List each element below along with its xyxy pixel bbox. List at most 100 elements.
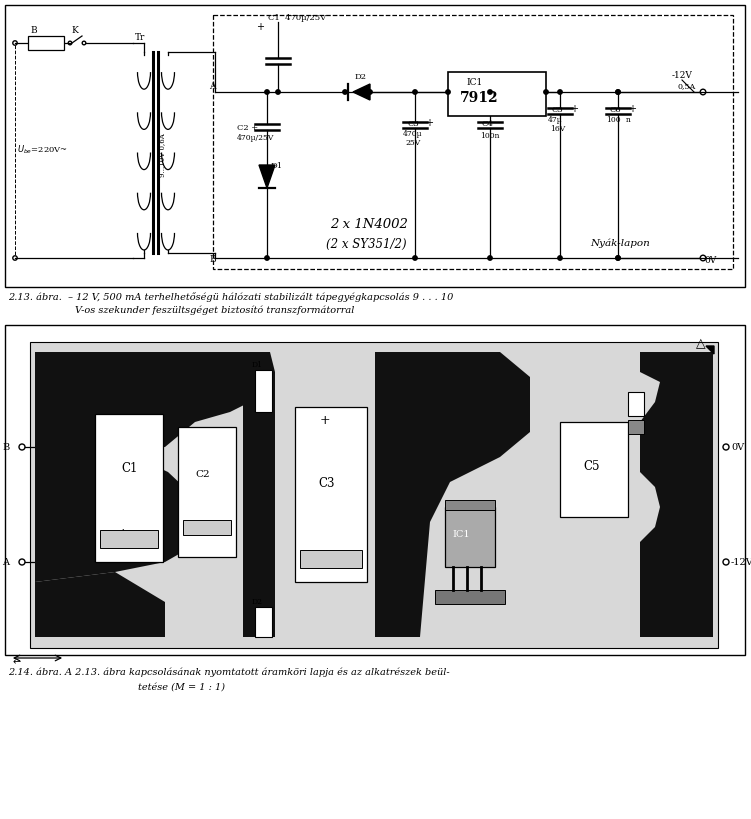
Text: 47µ: 47µ <box>548 116 562 124</box>
Circle shape <box>265 256 269 260</box>
Text: $U_{be}$=220V~: $U_{be}$=220V~ <box>17 144 68 156</box>
Text: -12V: -12V <box>731 558 751 567</box>
Bar <box>95 414 163 562</box>
Circle shape <box>265 90 269 94</box>
Polygon shape <box>35 450 200 582</box>
Polygon shape <box>375 352 530 637</box>
Text: C1: C1 <box>121 462 137 475</box>
Text: 2 x 1N4002: 2 x 1N4002 <box>330 218 408 231</box>
Text: 470µ/25V: 470µ/25V <box>237 134 274 142</box>
Text: C6: C6 <box>610 106 622 114</box>
Text: V-os szekunder feszültsgéget biztosító transzformátorral: V-os szekunder feszültsgéget biztosító t… <box>75 305 354 315</box>
Text: tetése (M = 1 : 1): tetése (M = 1 : 1) <box>138 683 225 692</box>
Bar <box>30 342 718 648</box>
Text: D1: D1 <box>271 162 283 170</box>
Text: A: A <box>209 82 216 91</box>
Text: .: . <box>321 551 325 565</box>
Text: C5: C5 <box>552 106 564 114</box>
Text: +: + <box>570 104 578 114</box>
Text: IC1: IC1 <box>452 530 469 539</box>
Circle shape <box>413 256 418 260</box>
Text: +: + <box>425 118 433 128</box>
Text: +: + <box>628 104 636 114</box>
Bar <box>5 5 745 287</box>
Circle shape <box>446 90 450 94</box>
Text: C1  470µ/25V: C1 470µ/25V <box>268 14 326 22</box>
Text: +: + <box>196 522 207 535</box>
Text: 0V: 0V <box>704 256 716 265</box>
Circle shape <box>488 256 492 260</box>
Circle shape <box>488 90 492 94</box>
Text: (2 x SY351/2): (2 x SY351/2) <box>326 238 406 251</box>
Circle shape <box>413 90 418 94</box>
Text: ←: ← <box>13 657 21 667</box>
Circle shape <box>616 256 620 260</box>
Text: -12V: -12V <box>672 71 693 80</box>
Polygon shape <box>353 84 370 100</box>
Circle shape <box>342 90 347 94</box>
Text: 100n: 100n <box>480 132 499 140</box>
Polygon shape <box>259 165 275 188</box>
Text: C3: C3 <box>407 120 419 128</box>
Bar <box>445 507 495 567</box>
Text: △: △ <box>696 337 706 350</box>
Text: C4: C4 <box>482 120 494 128</box>
Text: Tr: Tr <box>135 33 146 42</box>
Bar <box>300 550 362 568</box>
Polygon shape <box>706 346 714 354</box>
Text: B: B <box>209 255 216 264</box>
Text: A: A <box>2 558 9 567</box>
Text: D2: D2 <box>252 598 263 606</box>
Bar <box>255 370 272 412</box>
Text: 7912: 7912 <box>460 91 499 105</box>
Text: 16V: 16V <box>550 125 566 133</box>
Text: C3: C3 <box>318 477 334 490</box>
Bar <box>628 420 644 434</box>
Text: 25V: 25V <box>405 139 421 147</box>
Bar <box>445 500 495 510</box>
Text: IC1: IC1 <box>466 78 482 87</box>
Bar <box>28 36 64 50</box>
Circle shape <box>558 90 562 94</box>
Text: 2.14. ábra. A 2.13. ábra kapcsolásának nyomtatott áramköri lapja és az alkatrész: 2.14. ábra. A 2.13. ábra kapcsolásának n… <box>8 667 450 677</box>
Text: D1: D1 <box>252 361 263 369</box>
Bar <box>5 325 745 655</box>
Bar <box>255 607 272 637</box>
Circle shape <box>616 90 620 94</box>
Polygon shape <box>243 352 275 637</box>
Circle shape <box>616 90 620 94</box>
Text: 100: 100 <box>606 116 620 124</box>
Circle shape <box>368 90 372 94</box>
Bar <box>178 427 236 557</box>
Text: C2: C2 <box>195 470 210 479</box>
Circle shape <box>276 90 280 94</box>
Text: +: + <box>256 22 264 32</box>
Text: D2: D2 <box>355 73 367 81</box>
Bar <box>295 407 367 582</box>
Bar <box>560 422 628 517</box>
Polygon shape <box>35 352 260 450</box>
Text: n: n <box>626 116 631 124</box>
Text: C2 +: C2 + <box>237 124 258 132</box>
Bar <box>183 520 231 535</box>
Bar <box>100 530 158 548</box>
Bar <box>628 392 644 416</box>
Text: B: B <box>30 26 37 35</box>
Text: 9...10V 0,6A: 9...10V 0,6A <box>158 133 166 177</box>
Circle shape <box>544 90 548 94</box>
Text: +: + <box>118 527 128 540</box>
Text: +: + <box>320 414 330 427</box>
Text: 0V: 0V <box>731 443 744 452</box>
Text: 2.13. ábra.  – 12 V, 500 mA terhelhetőségü hálózati stabilizált tápegyégkapcsolá: 2.13. ábra. – 12 V, 500 mA terhelhetőség… <box>8 292 454 302</box>
Text: Nyák-lapon: Nyák-lapon <box>590 238 650 248</box>
Bar <box>435 590 505 604</box>
Bar <box>448 72 546 116</box>
Bar <box>213 15 733 269</box>
Circle shape <box>558 256 562 260</box>
Text: 470µ: 470µ <box>403 130 423 138</box>
Text: K: K <box>71 26 78 35</box>
Text: 0,5A: 0,5A <box>678 82 696 90</box>
Polygon shape <box>640 352 713 637</box>
Text: C5: C5 <box>583 460 599 473</box>
Circle shape <box>616 256 620 260</box>
